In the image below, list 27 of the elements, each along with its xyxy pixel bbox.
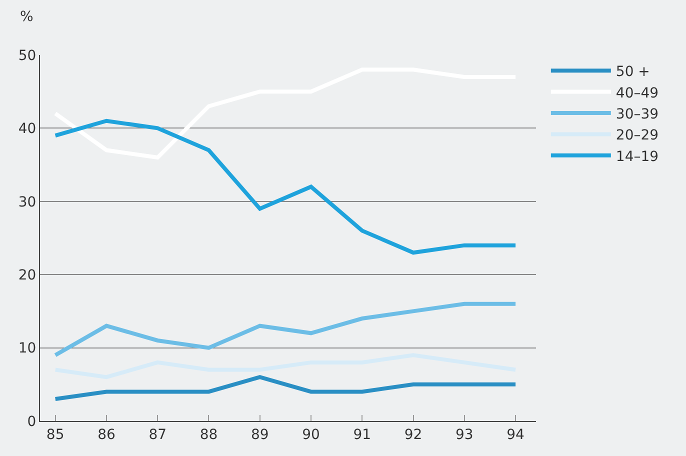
line-series [53, 302, 518, 358]
x-tick-label: 86 [98, 426, 116, 443]
x-tick-label: 94 [506, 426, 525, 443]
y-tick-label: 50 [18, 48, 36, 64]
x-tick-label: 89 [250, 426, 269, 443]
line-series [53, 375, 518, 402]
legend-label: 30–39 [616, 106, 659, 122]
x-tick-label: 92 [404, 426, 422, 443]
x-tick-label: 93 [455, 426, 474, 443]
legend-label: 20–29 [616, 128, 659, 144]
x-tick-label: 90 [302, 426, 320, 443]
line-series [53, 118, 518, 255]
x-tick-label: 88 [200, 426, 218, 443]
x-tick-label: 87 [148, 426, 167, 443]
legend-label: 14–19 [616, 148, 659, 165]
legend-label: 40–49 [616, 85, 659, 102]
legend-label: 50 + [616, 64, 650, 80]
line-series [53, 68, 518, 160]
y-tick-label: 20 [18, 268, 36, 284]
y-axis-title: % [20, 9, 34, 25]
y-tick-label: 30 [18, 194, 36, 210]
line-series [53, 353, 518, 380]
x-tick-label: 85 [46, 426, 64, 443]
y-tick-label: 10 [18, 340, 36, 357]
y-tick-label: 40 [18, 121, 36, 138]
y-tick-label: 0 [27, 414, 36, 430]
x-tick-label: 91 [353, 426, 372, 443]
